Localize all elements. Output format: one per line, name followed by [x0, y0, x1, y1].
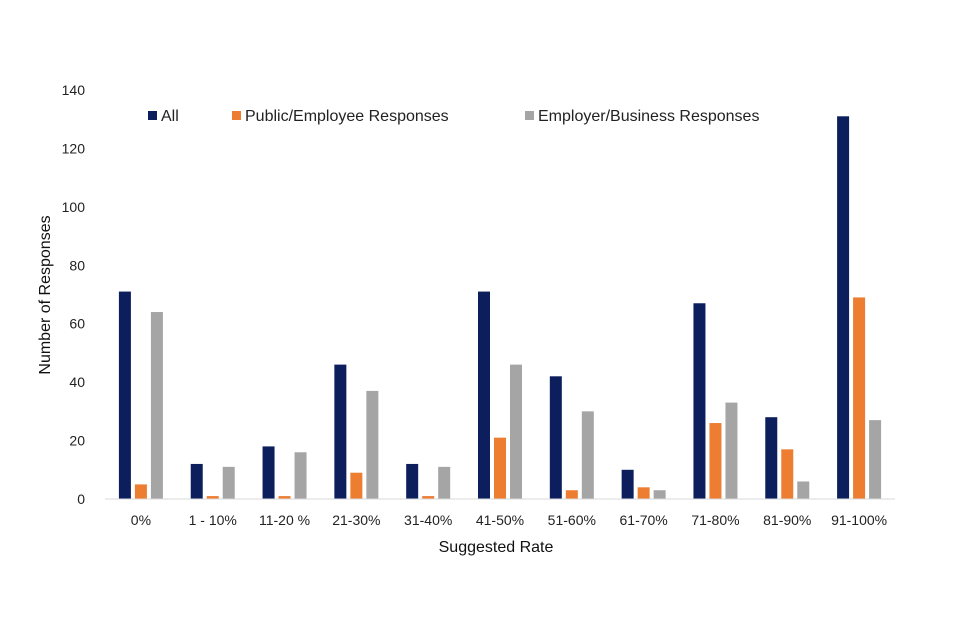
- legend-label: All: [161, 108, 179, 125]
- bar-employer-business-responses-1: [222, 466, 235, 499]
- bar-employer-business-responses-8: [725, 402, 738, 499]
- x-tick-label: 71-80%: [691, 512, 739, 528]
- bar-all-7: [621, 469, 634, 499]
- bar-employer-business-responses-10: [869, 420, 882, 499]
- bar-employer-business-responses-7: [653, 490, 666, 499]
- x-tick-label: 0%: [131, 512, 151, 528]
- bar-all-3: [334, 364, 347, 499]
- x-tick-label: 61-70%: [620, 512, 668, 528]
- legend-label: Employer/Business Responses: [538, 108, 759, 125]
- bar-all-8: [693, 303, 706, 499]
- y-tick-label: 80: [69, 257, 85, 273]
- bar-all-0: [118, 291, 131, 499]
- bar-all-5: [478, 291, 490, 499]
- bar-all-4: [406, 463, 419, 499]
- x-tick-label: 21-30%: [332, 512, 380, 528]
- bar-public-employee-responses-1: [206, 496, 219, 499]
- bar-public-employee-responses-3: [350, 472, 363, 499]
- y-axis-title: Number of Responses: [37, 215, 54, 374]
- y-tick-label: 140: [62, 82, 86, 98]
- y-tick-label: 120: [62, 140, 86, 156]
- bar-employer-business-responses-2: [294, 452, 307, 499]
- bar-public-employee-responses-8: [709, 423, 722, 499]
- y-tick-label: 0: [77, 491, 85, 507]
- bar-public-employee-responses-2: [278, 496, 291, 499]
- bar-all-9: [765, 417, 778, 499]
- bar-public-employee-responses-6: [565, 490, 578, 499]
- x-tick-label: 31-40%: [404, 512, 452, 528]
- bar-employer-business-responses-3: [366, 390, 379, 499]
- legend-swatch-public-employee-responses: [232, 111, 241, 120]
- x-axis-title: Suggested Rate: [439, 539, 554, 556]
- bar-public-employee-responses-5: [494, 437, 506, 499]
- legend: All Public/Employee Responses Employer/Bus…: [148, 108, 759, 125]
- bar-public-employee-responses-0: [134, 484, 147, 499]
- bar-public-employee-responses-7: [637, 487, 650, 499]
- x-axis-ticks: 0% 1 - 10% 11-20 % 21-30% 31-40% 41-50% 51-60%…: [131, 512, 887, 528]
- bar-public-employee-responses-10: [853, 297, 866, 499]
- legend-label: Public/Employee Responses: [245, 108, 449, 125]
- bar-public-employee-responses-4: [422, 496, 435, 499]
- x-tick-label: 81-90%: [763, 512, 811, 528]
- x-tick-label: 1 - 10%: [189, 512, 237, 528]
- bar-public-employee-responses-9: [781, 449, 794, 499]
- bar-all-6: [549, 376, 562, 499]
- bars: [118, 116, 882, 499]
- bar-employer-business-responses-5: [510, 364, 522, 499]
- y-axis-ticks: 0 20 40 60 80 100 120 140: [62, 82, 86, 507]
- bar-all-10: [837, 116, 850, 499]
- bar-employer-business-responses-6: [581, 411, 594, 499]
- x-tick-label: 51-60%: [548, 512, 596, 528]
- legend-swatch-employer-business-responses: [525, 111, 534, 120]
- x-tick-label: 41-50%: [476, 512, 524, 528]
- x-tick-label: 91-100%: [831, 512, 887, 528]
- y-tick-label: 60: [69, 316, 85, 332]
- bar-all-2: [262, 446, 275, 499]
- legend-swatch-all: [148, 111, 157, 120]
- bar-employer-business-responses-4: [438, 466, 451, 499]
- bar-employer-business-responses-0: [150, 312, 163, 499]
- y-tick-label: 100: [62, 199, 86, 215]
- x-tick-label: 11-20 %: [259, 512, 310, 528]
- bar-employer-business-responses-9: [797, 481, 810, 499]
- y-tick-label: 40: [69, 374, 85, 390]
- bar-all-1: [190, 463, 203, 499]
- y-tick-label: 20: [69, 433, 85, 449]
